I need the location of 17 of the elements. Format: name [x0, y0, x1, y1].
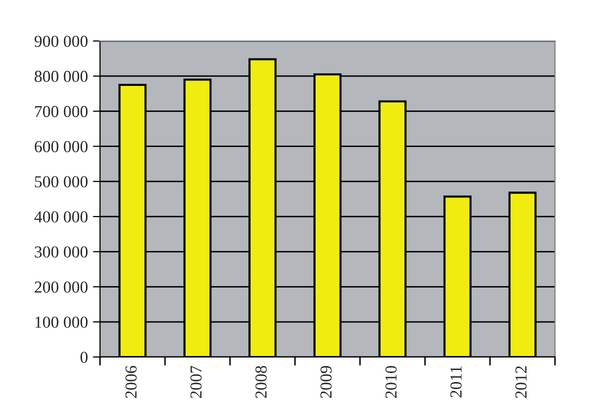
y-tick-label: 200 000	[34, 281, 88, 293]
y-tick-label: 700 000	[35, 106, 88, 118]
x-tick-label: 2008	[255, 366, 267, 398]
x-tick-label: 2012	[515, 366, 527, 398]
y-tick-label: 900 000	[34, 36, 88, 47]
y-tick-label: 0	[80, 352, 88, 363]
y-tick-label: 500 000	[34, 176, 88, 188]
x-tick-label: 2006	[125, 366, 137, 398]
x-tick-label: 2011	[450, 366, 462, 398]
x-tick-label: 2010	[385, 366, 397, 398]
y-tick-label: 100 000	[35, 316, 88, 328]
y-tick-label: 800 000	[34, 70, 88, 82]
x-tick-label: 2007	[190, 366, 202, 398]
y-tick-label: 300 000	[34, 246, 88, 258]
y-tick-label: 400 000	[34, 211, 88, 222]
y-tick-label: 600 000	[34, 141, 88, 152]
x-tick-label: 2009	[320, 366, 332, 398]
